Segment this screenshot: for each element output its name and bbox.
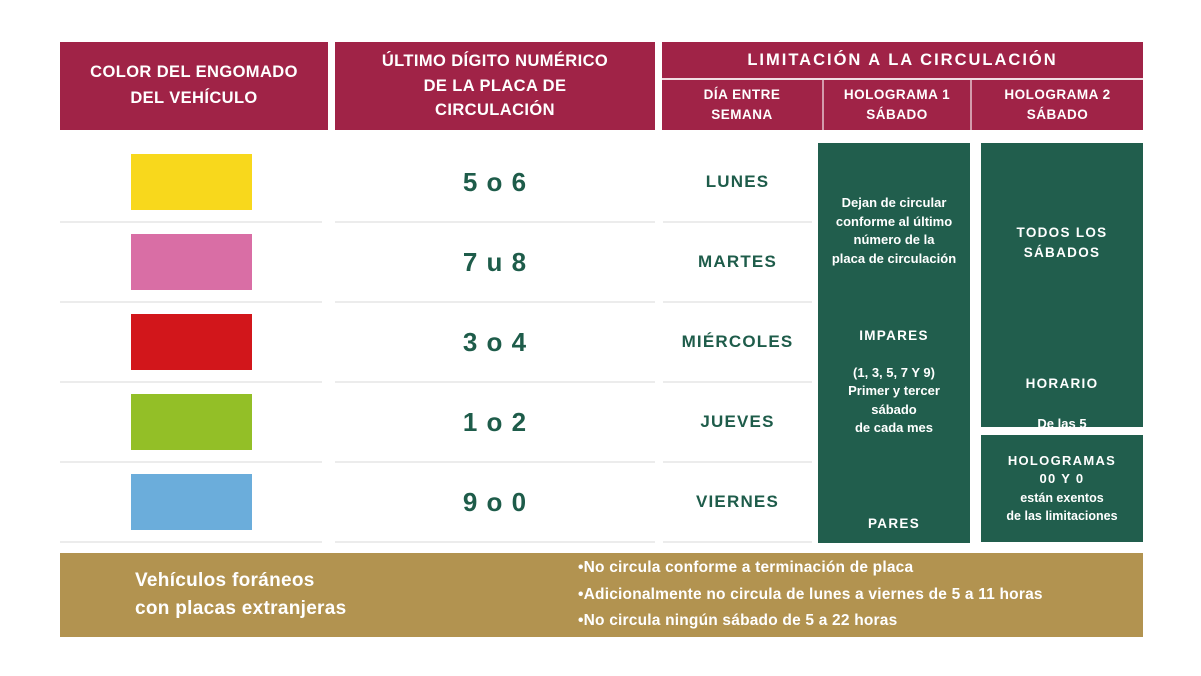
digits-miercoles: 3 o 4 bbox=[335, 303, 655, 383]
holograma1-intro: Dejan de circular conforme al último núm… bbox=[831, 195, 957, 266]
hologramas-exentos-title: HOLOGRAMAS 00 Y 0 bbox=[1007, 452, 1117, 487]
header-limitacion-circulacion: LIMITACIÓN A LA CIRCULACIÓN DÍA ENTRE SE… bbox=[662, 42, 1143, 130]
day-lunes: LUNES bbox=[663, 143, 812, 223]
impares-title: IMPARES bbox=[859, 328, 929, 344]
swatch-row-miercoles bbox=[60, 303, 322, 383]
hologramas-exentos-body: están exentos de las limitaciones bbox=[1006, 491, 1118, 524]
footer-bullet: •Adicionalmente no circula de lunes a vi… bbox=[578, 585, 1043, 603]
engomado-swatch-pink bbox=[130, 234, 252, 290]
pares-title: PARES bbox=[867, 515, 920, 531]
header-limitacion-subrow: DÍA ENTRE SEMANA HOLOGRAMA 1 SÁBADO HOLO… bbox=[662, 80, 1143, 130]
footer-left-label: Vehículos foráneos con placas extranjera… bbox=[135, 570, 347, 619]
swatch-row-lunes bbox=[60, 143, 322, 223]
subheader-holograma-1: HOLOGRAMA 1 SÁBADO bbox=[822, 80, 972, 130]
swatch-row-viernes bbox=[60, 463, 322, 543]
subheader-holograma-2: HOLOGRAMA 2 SÁBADO bbox=[1004, 87, 1111, 122]
holograma1-impares: IMPARES (1, 3, 5, 7 Y 9) Primer y tercer… bbox=[818, 308, 970, 456]
header-limitacion-title: LIMITACIÓN A LA CIRCULACIÓN bbox=[662, 42, 1143, 80]
day-miercoles: MIÉRCOLES bbox=[663, 303, 812, 383]
engomado-swatch-red bbox=[130, 314, 252, 370]
subheader-dia-entre-semana: DÍA ENTRE SEMANA bbox=[703, 87, 781, 122]
day-viernes: VIERNES bbox=[663, 463, 812, 543]
impares-body: (1, 3, 5, 7 Y 9) Primer y tercer sábado … bbox=[848, 364, 940, 436]
day-jueves: JUEVES bbox=[663, 383, 812, 463]
footer-bullet: •No circula ningún sábado de 5 a 22 hora… bbox=[578, 612, 898, 630]
swatch-row-martes bbox=[60, 223, 322, 303]
header-color-engomado-label: COLOR DEL ENGOMADO DEL VEHÍCULO bbox=[90, 63, 298, 107]
day-martes: MARTES bbox=[663, 223, 812, 303]
digits-martes: 7 u 8 bbox=[335, 223, 655, 303]
swatch-row-jueves bbox=[60, 383, 322, 463]
column-weekday: LUNES MARTES MIÉRCOLES JUEVES VIERNES bbox=[663, 143, 812, 543]
todos-los-sabados-label: TODOS LOS SÁBADOS bbox=[1016, 224, 1108, 260]
horario-title: HORARIO bbox=[1025, 376, 1099, 391]
footer-vehiculos-foraneos: Vehículos foráneos con placas extranjera… bbox=[60, 553, 1143, 637]
engomado-swatch-green bbox=[130, 394, 252, 450]
header-color-engomado: COLOR DEL ENGOMADO DEL VEHÍCULO bbox=[60, 42, 328, 130]
footer-bullet-list: •No circula conforme a terminación de pl… bbox=[578, 553, 1143, 637]
column-engomado-swatches bbox=[60, 143, 322, 543]
header-ultimo-digito: ÚLTIMO DÍGITO NUMÉRICO DE LA PLACA DE CI… bbox=[335, 42, 655, 130]
panel-holograma-1: Dejan de circular conforme al último núm… bbox=[818, 143, 970, 623]
digits-jueves: 1 o 2 bbox=[335, 383, 655, 463]
digits-viernes: 9 o 0 bbox=[335, 463, 655, 543]
header-ultimo-digito-label: ÚLTIMO DÍGITO NUMÉRICO DE LA PLACA DE CI… bbox=[381, 51, 609, 120]
column-plate-digits: 5 o 6 7 u 8 3 o 4 1 o 2 9 o 0 bbox=[335, 143, 655, 543]
engomado-swatch-blue bbox=[130, 474, 252, 530]
digits-lunes: 5 o 6 bbox=[335, 143, 655, 223]
footer-bullet: •No circula conforme a terminación de pl… bbox=[578, 559, 914, 577]
engomado-swatch-yellow bbox=[130, 154, 252, 210]
panel-hologramas-exentos: HOLOGRAMAS 00 Y 0 están exentos de las l… bbox=[981, 435, 1143, 542]
panel-holograma-2-sabados: TODOS LOS SÁBADOS HORARIO De las 5 a las… bbox=[981, 143, 1143, 450]
